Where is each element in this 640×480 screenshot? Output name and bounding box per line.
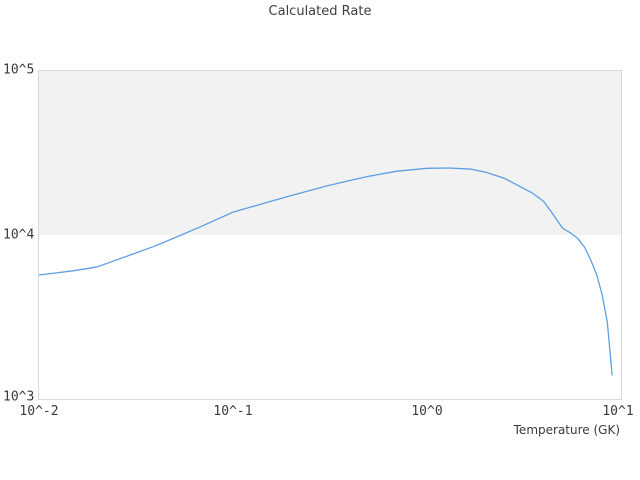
y-tick-label-1e3: 10^3 — [3, 389, 35, 405]
rate-curve-svg — [39, 167, 613, 376]
x-axis-title: Temperature (GK) — [513, 423, 620, 437]
chart-title: Calculated Rate — [268, 4, 372, 19]
decade-band-1e4-1e5 — [39, 71, 621, 235]
y-tick-label-1e4: 10^4 — [3, 227, 35, 243]
y-tick-label-1e5: 10^5 — [3, 62, 35, 78]
rate-curve-line — [39, 167, 613, 376]
x-tick-label-1e0: 10^0 — [411, 404, 443, 419]
x-tick-label-1e1: 10^1 — [602, 404, 634, 419]
x-tick-label-1e-1: 10^-1 — [213, 404, 253, 419]
x-tick-label-1e-2: 10^-2 — [19, 404, 59, 419]
plot-area — [38, 70, 622, 400]
